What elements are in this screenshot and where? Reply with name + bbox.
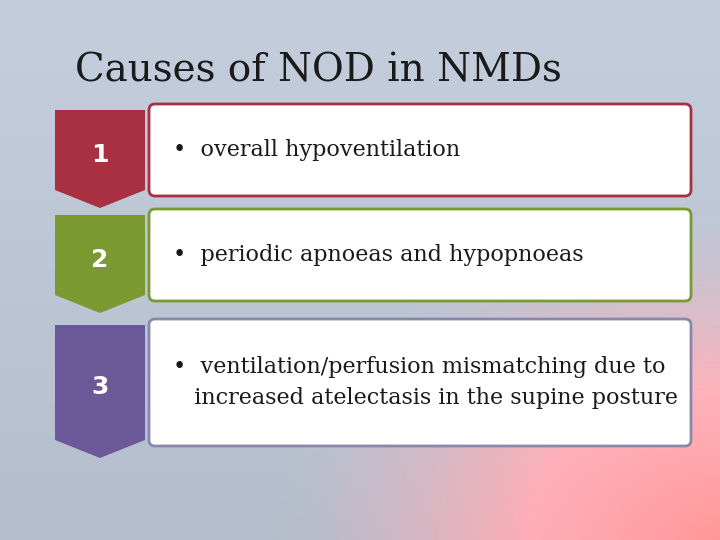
Text: •  overall hypoventilation: • overall hypoventilation (173, 139, 460, 161)
Text: Causes of NOD in NMDs: Causes of NOD in NMDs (75, 52, 562, 89)
Polygon shape (55, 325, 145, 458)
Text: 3: 3 (91, 375, 109, 400)
Text: •  ventilation/perfusion mismatching due to
   increased atelectasis in the supi: • ventilation/perfusion mismatching due … (173, 356, 678, 409)
Text: 1: 1 (91, 143, 109, 167)
FancyBboxPatch shape (149, 104, 691, 196)
Text: •  periodic apnoeas and hypopnoeas: • periodic apnoeas and hypopnoeas (173, 244, 584, 266)
FancyBboxPatch shape (149, 319, 691, 446)
FancyBboxPatch shape (149, 209, 691, 301)
Polygon shape (55, 110, 145, 208)
Text: 2: 2 (91, 248, 109, 272)
Polygon shape (55, 215, 145, 313)
